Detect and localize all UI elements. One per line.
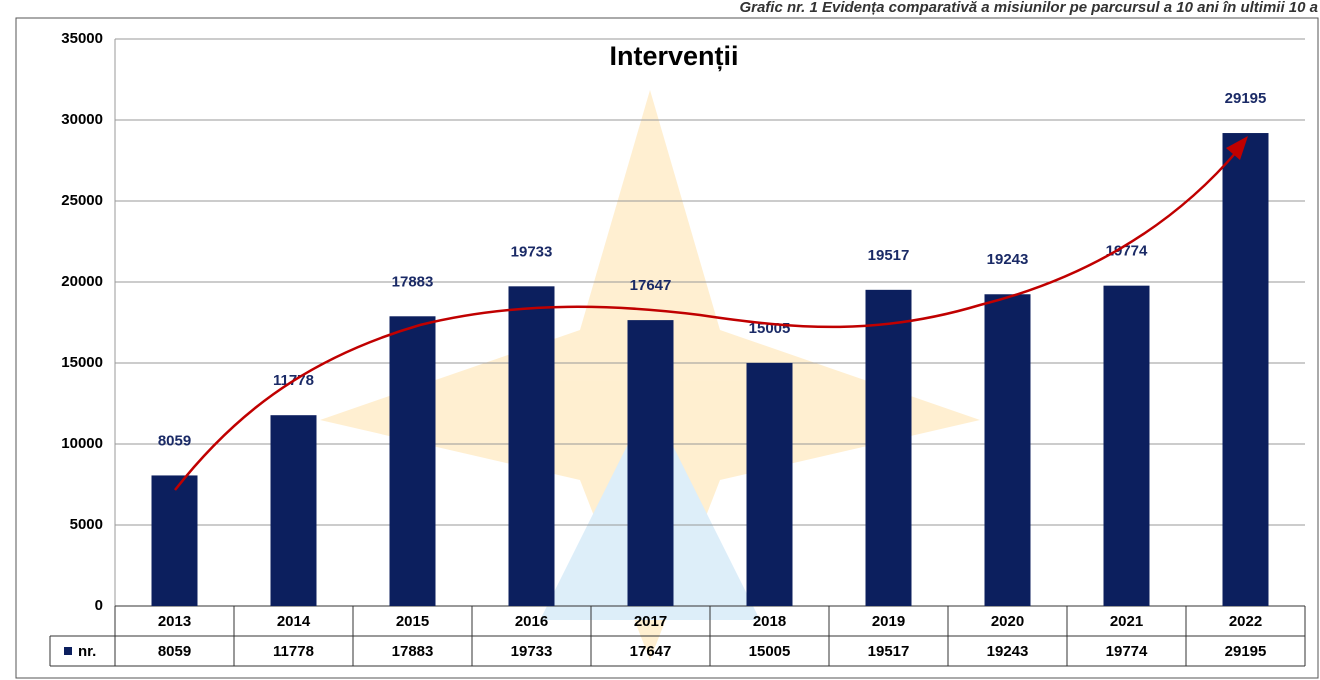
- x-tick-label: 2021: [1110, 613, 1143, 630]
- x-tick-label: 2019: [872, 613, 905, 630]
- x-tick-label: 2018: [753, 613, 786, 630]
- x-tick-label: 2015: [396, 613, 429, 630]
- plot: 0 5000 10000 15000 20000 25000 30000 35000 nr. 80…: [49, 30, 1306, 667]
- x-tick-label: 2016: [515, 613, 548, 630]
- x-tick-label: 2013: [158, 613, 191, 630]
- caption: Grafic nr. 1 Evidența comparativă a misi…: [739, 0, 1318, 16]
- bar: [865, 289, 912, 606]
- table-value: 19733: [511, 643, 553, 660]
- bar: [389, 316, 436, 606]
- data-label: 8059: [158, 432, 191, 449]
- x-tick-label: 2017: [634, 613, 667, 630]
- table-value: 11778: [273, 643, 314, 660]
- table-value: 17647: [630, 643, 672, 660]
- bar: [627, 320, 674, 606]
- legend-swatch: [64, 647, 72, 655]
- legend-label: nr.: [78, 643, 96, 660]
- bar: [1103, 285, 1150, 606]
- table-value: 19243: [987, 643, 1029, 660]
- table-value: 8059: [158, 643, 191, 660]
- x-tick-label: 2020: [991, 613, 1024, 630]
- table-value: 17883: [392, 643, 434, 660]
- data-label: 17647: [630, 277, 672, 294]
- x-tick-label: 2022: [1229, 613, 1262, 630]
- data-label: 19774: [1106, 243, 1148, 260]
- data-label: 19733: [511, 243, 553, 260]
- data-label: 29195: [1225, 90, 1267, 107]
- y-tick-label: 30000: [61, 111, 103, 128]
- table-value: 15005: [749, 643, 791, 660]
- x-tick-label: 2014: [277, 613, 311, 630]
- bar: [151, 475, 198, 606]
- bar: [270, 415, 317, 606]
- bar: [746, 362, 793, 606]
- bar: [1222, 133, 1269, 606]
- trend-arrow: [174, 149, 1239, 491]
- y-tick-label: 25000: [61, 192, 103, 209]
- table-value: 19517: [868, 643, 910, 660]
- y-tick-label: 0: [95, 597, 103, 614]
- y-tick-label: 15000: [61, 354, 103, 371]
- data-label: 17883: [392, 273, 434, 290]
- bar: [984, 294, 1031, 606]
- table-value: 19774: [1106, 643, 1148, 660]
- y-tick-label: 20000: [61, 273, 103, 290]
- table-value: 29195: [1225, 643, 1267, 660]
- y-tick-label: 35000: [61, 30, 103, 47]
- chart-title: Intervenții: [609, 41, 738, 71]
- data-label: 19243: [987, 251, 1029, 268]
- y-tick-label: 10000: [61, 435, 103, 452]
- arrow-head: [1226, 136, 1248, 160]
- bar: [508, 286, 555, 606]
- data-label: 19517: [868, 247, 910, 264]
- y-tick-label: 5000: [70, 516, 103, 533]
- chart-border: [15, 17, 1319, 679]
